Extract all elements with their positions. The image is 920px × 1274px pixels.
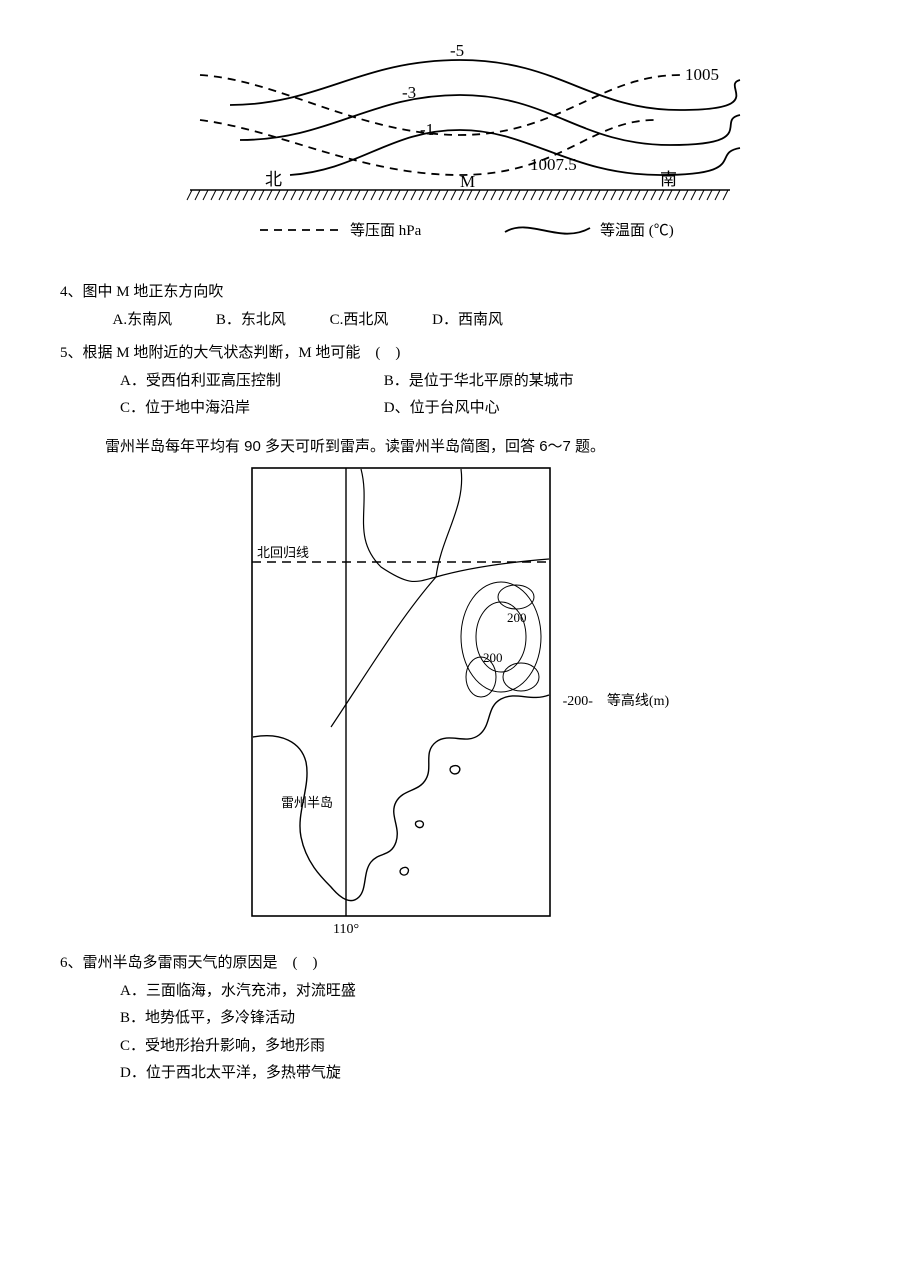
isotherm-label-2: -3 <box>402 83 416 102</box>
q4-opt-a: A.东南风 <box>113 308 173 334</box>
legend-isotherm: 等温面 (℃) <box>600 221 674 239</box>
q5-stem: 5、根据 M 地附近的大气状态判断，M 地可能 ( ) <box>60 341 860 367</box>
legend-isobar: 等压面 hPa <box>350 221 422 239</box>
tropic-label: 北回归线 <box>257 545 309 560</box>
q5-options-row2: C．位于地中海沿岸 D、位于台风中心 <box>60 396 860 422</box>
north-label: 北 <box>265 170 282 189</box>
lon-label: 110° <box>333 922 359 937</box>
contour-label-1: 200 <box>483 650 503 665</box>
q5-options-row1: A．受西伯利亚高压控制 B．是位于华北平原的某城市 <box>60 369 860 395</box>
q6-stem: 6、雷州半岛多雷雨天气的原因是 ( ) <box>60 951 860 977</box>
q4-opt-d: D．西南风 <box>432 308 503 334</box>
isobar-label-1: 1005 <box>685 65 719 84</box>
q4-opt-c: C.西北风 <box>330 308 389 334</box>
contour-label-2: 200 <box>507 610 527 625</box>
m-label: M <box>460 172 475 191</box>
q4-options: A.东南风 B．东北风 C.西北风 D．西南风 <box>60 308 860 334</box>
isotherm-label-1: -5 <box>450 41 464 60</box>
q5-opt-b: B．是位于华北平原的某城市 <box>384 369 644 395</box>
q4-stem: 4、图中 M 地正东方向吹 <box>60 280 860 306</box>
intro-67: 雷州半岛每年平均有 90 多天可听到雷声。读雷州半岛简图，回答 6～7 题。 <box>105 434 860 460</box>
south-label: 南 <box>660 170 677 189</box>
peninsula-label: 雷州半岛 <box>281 795 333 810</box>
q4-opt-b: B．东北风 <box>216 308 286 334</box>
leizhou-map: 北回归线 雷州半岛 200 200 110° <box>251 467 551 937</box>
map-legend: -200- 等高线(m) <box>563 690 670 714</box>
q6-opt-a: A．三面临海，水汽充沛，对流旺盛 <box>60 979 860 1005</box>
q6-opt-d: D．位于西北太平洋，多热带气旋 <box>60 1061 860 1087</box>
q5-opt-a: A．受西伯利亚高压控制 <box>120 369 380 395</box>
isotherm-label-3: -1 <box>420 120 434 139</box>
q6-opt-c: C．受地形抬升影响，多地形雨 <box>60 1034 860 1060</box>
isobar-isotherm-diagram: -5 -3 -1 1005 1007.5 北 M 南 等压面 hPa 等温面 (… <box>160 40 760 260</box>
q6-opt-b: B．地势低平，多冷锋活动 <box>60 1006 860 1032</box>
q5-opt-c: C．位于地中海沿岸 <box>120 396 380 422</box>
isobar-label-2: 1007.5 <box>530 155 577 174</box>
q5-opt-d: D、位于台风中心 <box>384 396 644 422</box>
